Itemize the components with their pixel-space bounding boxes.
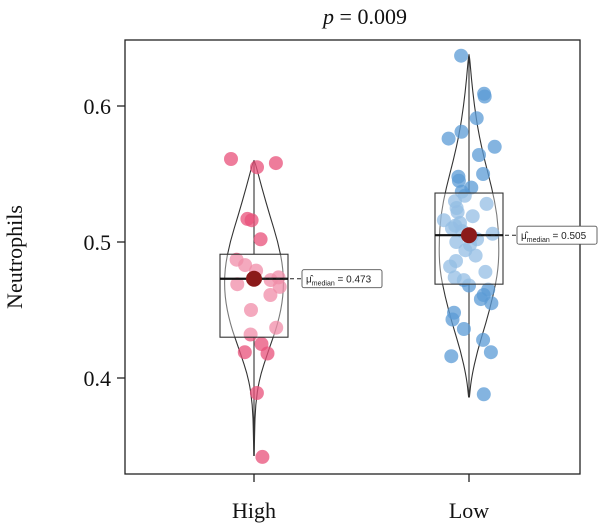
- data-point: [478, 264, 493, 279]
- data-point: [487, 139, 502, 154]
- data-point: [238, 258, 253, 273]
- data-point: [484, 296, 499, 311]
- median-label: μ̂median = 0.473: [301, 269, 383, 289]
- data-point: [449, 235, 464, 249]
- data-point: [451, 173, 466, 188]
- data-point: [465, 209, 480, 224]
- data-point: [462, 278, 476, 293]
- data-point: [230, 277, 245, 292]
- data-point: [243, 327, 258, 342]
- violin-groups: μ̂median = 0.473 μ̂median = 0.505: [219, 48, 598, 464]
- x-tick-label-high: High: [232, 498, 276, 523]
- data-point: [485, 226, 500, 241]
- data-point: [445, 312, 460, 327]
- y-axis: 0.4 0.5 0.6: [84, 94, 125, 391]
- y-tick-label: 0.6: [84, 94, 112, 119]
- iqr-box: [219, 253, 289, 338]
- data-point: [450, 205, 465, 220]
- data-point: [454, 48, 469, 63]
- y-tick-label: 0.5: [84, 230, 112, 255]
- y-tick-label: 0.4: [84, 366, 112, 391]
- data-point: [468, 248, 483, 263]
- median-label: μ̂median = 0.505: [516, 225, 598, 245]
- data-point: [469, 111, 484, 126]
- group-low: μ̂median = 0.505: [434, 48, 598, 402]
- median-label-box: [516, 225, 598, 245]
- chart-title-p: p: [321, 4, 334, 29]
- data-point: [476, 332, 491, 347]
- median-label-text: μ̂median = 0.473: [306, 274, 372, 288]
- median-marker: [461, 227, 477, 244]
- data-point: [253, 232, 268, 247]
- x-axis: High Low: [232, 474, 489, 523]
- data-point: [483, 345, 498, 360]
- data-point: [249, 386, 264, 400]
- data-point: [272, 279, 287, 294]
- data-point: [476, 167, 491, 181]
- data-point: [443, 259, 458, 274]
- data-point: [454, 124, 469, 139]
- median-label-box: [301, 269, 383, 289]
- data-point: [224, 152, 238, 166]
- data-point: [476, 387, 491, 402]
- data-point: [263, 288, 278, 302]
- chart-title-value: = 0.009: [334, 4, 407, 29]
- data-point: [456, 322, 471, 336]
- chart-title: p = 0.009: [321, 4, 407, 29]
- data-point: [260, 346, 275, 361]
- data-point: [473, 292, 488, 307]
- data-point: [268, 156, 283, 171]
- data-point: [477, 89, 492, 104]
- data-point: [269, 320, 284, 335]
- data-point: [479, 196, 494, 211]
- x-tick-label-low: Low: [449, 498, 489, 523]
- data-point: [444, 349, 459, 364]
- median-marker: [246, 270, 262, 287]
- data-point: [255, 449, 270, 464]
- data-point: [244, 213, 259, 228]
- plot-frame: [124, 39, 581, 475]
- data-point: [250, 160, 264, 175]
- data-point: [441, 131, 456, 146]
- data-point: [237, 345, 252, 360]
- data-point: [244, 303, 258, 317]
- data-point: [472, 148, 486, 162]
- median-label-text: μ̂median = 0.505: [521, 230, 587, 244]
- y-axis-label: Neutrophils: [2, 205, 27, 309]
- group-high: μ̂median = 0.473: [219, 152, 383, 464]
